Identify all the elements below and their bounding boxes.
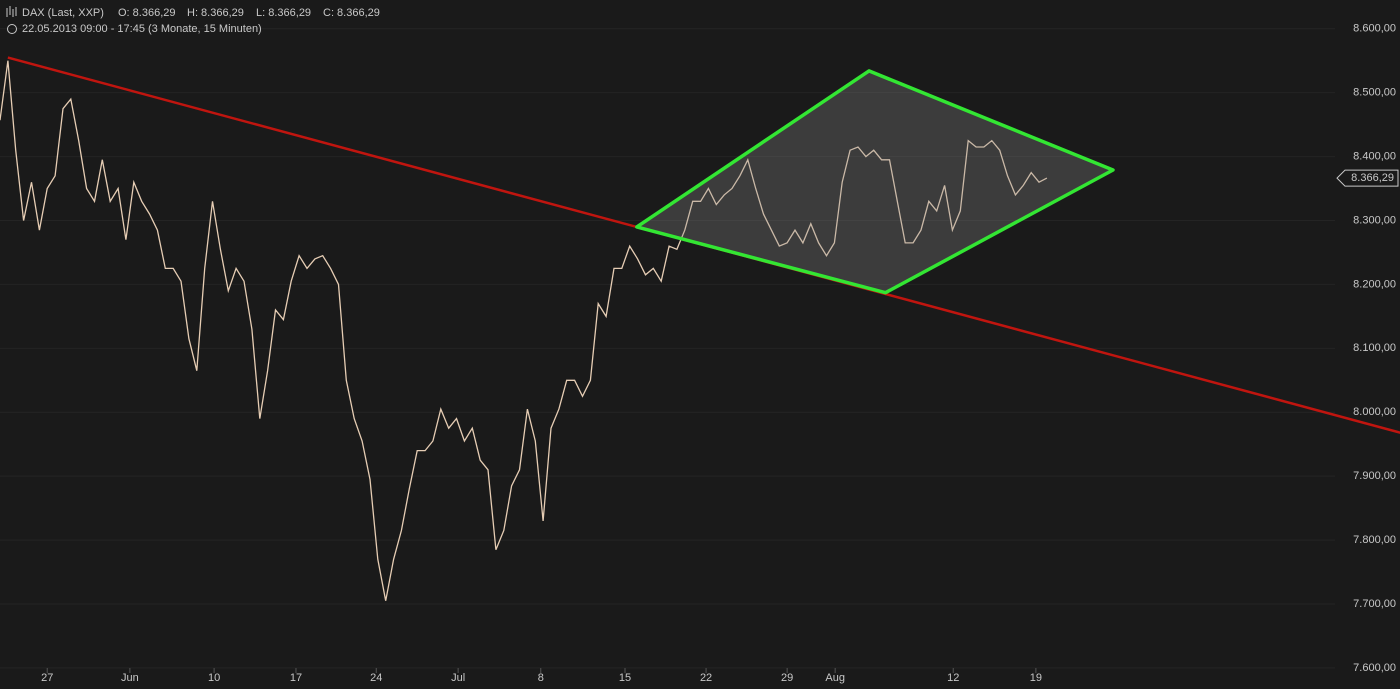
y-tick-label: 7.800,00 — [1353, 534, 1396, 546]
chart-subtitle: 22.05.2013 09:00 - 17:45 (3 Monate, 15 M… — [22, 23, 262, 35]
x-tick-label: Jun — [121, 672, 139, 684]
x-tick-label: 29 — [781, 672, 793, 684]
x-tick-label: 19 — [1030, 672, 1042, 684]
y-tick-label: 8.500,00 — [1353, 87, 1396, 99]
y-tick-label: 8.200,00 — [1353, 278, 1396, 290]
x-tick-label: Jul — [451, 672, 465, 684]
x-tick-label: 24 — [370, 672, 382, 684]
diamond-pattern — [635, 69, 1115, 295]
y-tick-label: 7.900,00 — [1353, 470, 1396, 482]
ohlc-open: O: 8.366,29 — [118, 7, 176, 19]
price-line — [0, 60, 1048, 601]
x-tick-label: 27 — [41, 672, 53, 684]
y-tick-label: 8.600,00 — [1353, 23, 1396, 35]
x-tick-label: 12 — [947, 672, 959, 684]
y-tick-label: 7.700,00 — [1353, 598, 1396, 610]
ohlc-high: H: 8.366,29 — [187, 7, 244, 19]
last-price-label: 8.366,29 — [1351, 172, 1394, 184]
y-tick-label: 8.100,00 — [1353, 342, 1396, 354]
chart-icon — [6, 6, 17, 17]
chart-title: DAX (Last, XXP) — [22, 7, 104, 19]
last-price-box — [1336, 169, 1399, 187]
y-tick-label: 8.400,00 — [1353, 150, 1396, 162]
x-tick-label: Aug — [825, 672, 845, 684]
x-tick-label: 15 — [619, 672, 631, 684]
ohlc-close: C: 8.366,29 — [323, 7, 380, 19]
x-tick-label: 22 — [700, 672, 712, 684]
ohlc-low: L: 8.366,29 — [256, 7, 311, 19]
x-tick-label: 10 — [208, 672, 220, 684]
y-tick-label: 8.000,00 — [1353, 406, 1396, 418]
x-tick-label: 17 — [290, 672, 302, 684]
x-tick-label: 8 — [538, 672, 544, 684]
y-tick-label: 7.600,00 — [1353, 662, 1396, 674]
y-tick-label: 8.300,00 — [1353, 214, 1396, 226]
clock-icon — [7, 24, 17, 34]
